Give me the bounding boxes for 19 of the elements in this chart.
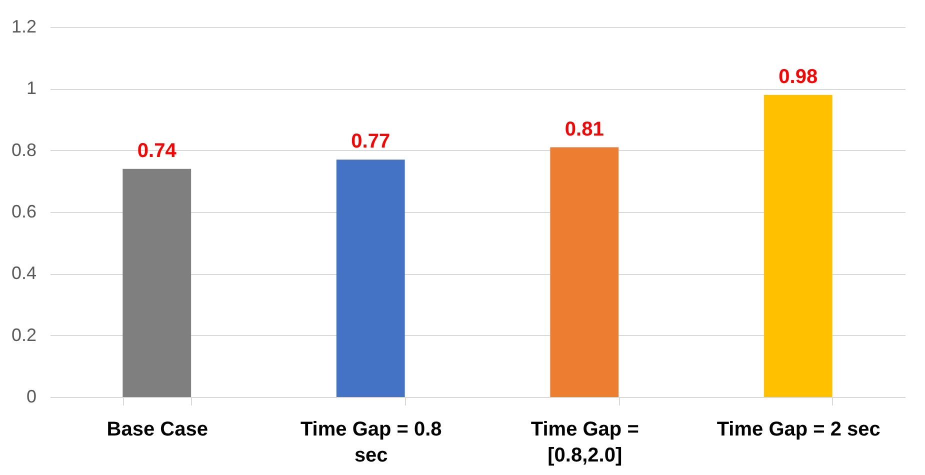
x-tick-label: Time Gap = [0.8,2.0] (530, 418, 639, 466)
data-label: 0.98 (778, 66, 818, 88)
bar (336, 160, 405, 397)
data-label: 0.81 (564, 118, 604, 140)
y-tick-label: 0.6 (11, 202, 36, 222)
x-tick-label: Base Case (106, 418, 208, 440)
data-label: 0.77 (351, 130, 390, 153)
y-tick-label: 0.4 (11, 263, 36, 284)
bar (122, 168, 192, 397)
y-tick-label: 1.2 (11, 16, 36, 36)
bar (550, 147, 619, 397)
y-tick-label: 0.8 (11, 140, 36, 160)
y-tick-label: 0.2 (11, 324, 36, 345)
x-tick-label: Time Gap = 2 sec (716, 418, 880, 440)
y-tick-label: 1 (26, 78, 36, 98)
x-tick-label: Time Gap = 0.8 sec (300, 418, 442, 466)
bar (764, 94, 832, 397)
data-label: 0.74 (137, 140, 178, 162)
y-tick-label: 0 (26, 386, 36, 406)
